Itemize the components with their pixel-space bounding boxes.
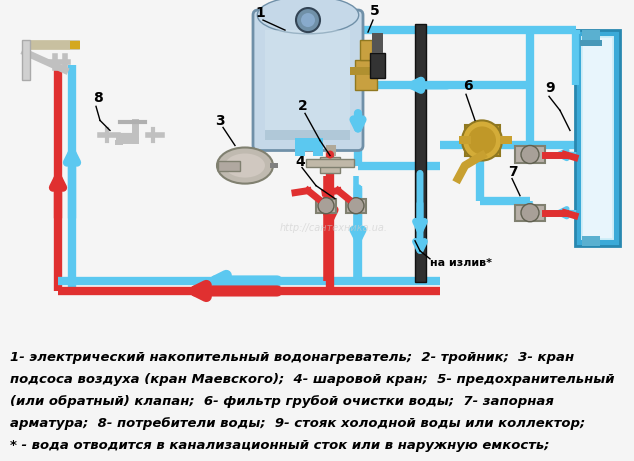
Ellipse shape <box>217 148 273 183</box>
Ellipse shape <box>258 0 358 33</box>
Bar <box>415 24 426 282</box>
Text: * - вода отводится в канализационный сток или в наружную емкость;: * - вода отводится в канализационный сто… <box>10 439 549 452</box>
Text: 4: 4 <box>295 154 305 169</box>
Bar <box>580 40 602 46</box>
Text: (или обратный) клапан;  6- фильтр грубой очистки воды;  7- запорная: (или обратный) клапан; 6- фильтр грубой … <box>10 395 553 408</box>
Ellipse shape <box>296 8 320 32</box>
Bar <box>515 205 545 221</box>
Bar <box>515 147 545 163</box>
Bar <box>500 136 512 144</box>
Bar <box>370 53 385 78</box>
Bar <box>459 136 471 144</box>
Ellipse shape <box>258 0 358 33</box>
Bar <box>582 236 600 246</box>
Bar <box>218 160 240 171</box>
Text: 8: 8 <box>93 91 103 106</box>
Bar <box>372 33 383 53</box>
Bar <box>316 199 336 213</box>
Text: 5: 5 <box>370 4 380 18</box>
Ellipse shape <box>468 126 496 154</box>
Ellipse shape <box>348 198 364 214</box>
Bar <box>306 159 354 166</box>
Bar <box>360 40 372 60</box>
Text: 1: 1 <box>255 6 265 20</box>
Bar <box>575 30 620 246</box>
Bar <box>265 130 350 141</box>
Text: подсоса воздуха (кран Маевского);  4- шаровой кран;  5- предохранительный: подсоса воздуха (кран Маевского); 4- шар… <box>10 373 614 386</box>
Bar <box>583 38 612 238</box>
Text: 1- электрический накопительный водонагреватель;  2- тройник;  3- кран: 1- электрический накопительный водонагре… <box>10 351 574 364</box>
Bar <box>270 163 278 167</box>
Text: 3: 3 <box>215 114 224 129</box>
Text: на излив*: на излив* <box>430 258 492 268</box>
Bar <box>22 40 30 80</box>
Bar <box>265 30 350 130</box>
Bar <box>465 125 500 155</box>
Ellipse shape <box>318 198 334 214</box>
Bar <box>350 67 380 75</box>
Text: 6: 6 <box>463 79 472 93</box>
Bar <box>355 60 377 90</box>
FancyBboxPatch shape <box>253 10 363 150</box>
Bar <box>580 35 615 241</box>
Ellipse shape <box>326 150 334 159</box>
Text: арматура;  8- потребители воды;  9- стояк холодной воды или коллектор;: арматура; 8- потребители воды; 9- стояк … <box>10 417 585 430</box>
Bar <box>295 146 305 155</box>
Bar <box>346 199 366 213</box>
Ellipse shape <box>301 13 315 27</box>
Text: 9: 9 <box>545 81 555 95</box>
Bar <box>416 25 425 281</box>
Ellipse shape <box>225 154 265 177</box>
Bar <box>313 146 323 155</box>
Bar <box>70 41 80 49</box>
Ellipse shape <box>521 204 539 222</box>
Text: 7: 7 <box>508 165 517 178</box>
Text: http://сантехника.ua.: http://сантехника.ua. <box>280 223 388 233</box>
Bar <box>115 141 123 146</box>
Bar <box>295 138 323 150</box>
Ellipse shape <box>462 120 502 160</box>
Bar <box>582 30 600 42</box>
Ellipse shape <box>521 146 539 164</box>
Bar <box>320 157 340 172</box>
Text: 2: 2 <box>298 100 307 113</box>
Bar <box>326 146 336 155</box>
